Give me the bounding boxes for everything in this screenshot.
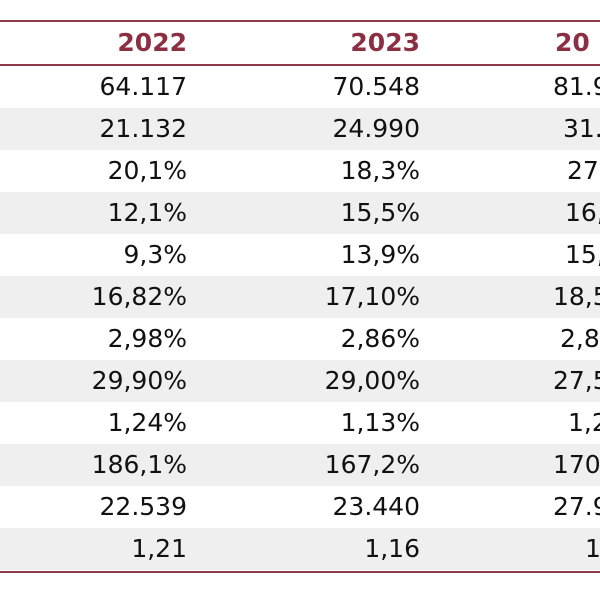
- table-cell: 1,2: [568, 408, 600, 437]
- header-cell: 2023: [350, 28, 420, 57]
- table-cell: 17,10%: [324, 282, 420, 311]
- table-row: 64.117 70.548 81.9: [0, 66, 600, 108]
- table-cell: 167,2%: [324, 450, 420, 479]
- header-cell: 2022: [117, 28, 187, 57]
- table-cell: 18,3%: [340, 156, 420, 185]
- table-cell: 1,21: [131, 534, 187, 563]
- table-cell: 27,5: [553, 366, 600, 395]
- table-cell: 1: [585, 534, 600, 563]
- table-cell: 2,98%: [107, 324, 187, 353]
- table-row: 2,98% 2,86% 2,8: [0, 318, 600, 360]
- table-cell: 23.440: [332, 492, 420, 521]
- table-row: 186,1% 167,2% 170,: [0, 444, 600, 486]
- table-row: 29,90% 29,00% 27,5: [0, 360, 600, 402]
- table-cell: 13,9%: [340, 240, 420, 269]
- header-row: 2022 2023 20: [0, 22, 600, 66]
- table-cell: 31.: [563, 114, 600, 143]
- table-cell: 16,: [565, 198, 600, 227]
- table-row: 9,3% 13,9% 15,: [0, 234, 600, 276]
- table-cell: 70.548: [332, 72, 420, 101]
- table: 2022 2023 20 64.117 70.548 81.9 21.132 24.990 31…: [0, 20, 600, 573]
- table-cell: 16,82%: [91, 282, 187, 311]
- table-row: 1,21 1,16 1: [0, 528, 600, 570]
- table-cell: 27.9: [553, 492, 600, 521]
- table-cell: 15,: [565, 240, 600, 269]
- table-cell: 29,90%: [91, 366, 187, 395]
- table-cell: 1,13%: [340, 408, 420, 437]
- table-cell: 2,8: [560, 324, 600, 353]
- table-cell: 1,16: [364, 534, 420, 563]
- table-cell: 170,: [553, 450, 600, 479]
- table-cell: 9,3%: [123, 240, 187, 269]
- table-row: 21.132 24.990 31.: [0, 108, 600, 150]
- table-row: 1,24% 1,13% 1,2: [0, 402, 600, 444]
- table-cell: 64.117: [99, 72, 187, 101]
- table-cell: 21.132: [99, 114, 187, 143]
- table-cell: 186,1%: [91, 450, 187, 479]
- table-row: 12,1% 15,5% 16,: [0, 192, 600, 234]
- table-row: 20,1% 18,3% 27: [0, 150, 600, 192]
- table-row: 16,82% 17,10% 18,5: [0, 276, 600, 318]
- table-cell: 2,86%: [340, 324, 420, 353]
- table-cell: 1,24%: [107, 408, 187, 437]
- table-cell: 27: [567, 156, 599, 185]
- table-row: 22.539 23.440 27.9: [0, 486, 600, 528]
- table-cell: 18,5: [553, 282, 600, 311]
- table-cell: 20,1%: [107, 156, 187, 185]
- table-cell: 12,1%: [107, 198, 187, 227]
- table-cell: 29,00%: [324, 366, 420, 395]
- table-cell: 22.539: [99, 492, 187, 521]
- table-cell: 15,5%: [340, 198, 420, 227]
- header-cell: 20: [555, 28, 590, 57]
- table-cell: 24.990: [332, 114, 420, 143]
- table-cell: 81.9: [553, 72, 600, 101]
